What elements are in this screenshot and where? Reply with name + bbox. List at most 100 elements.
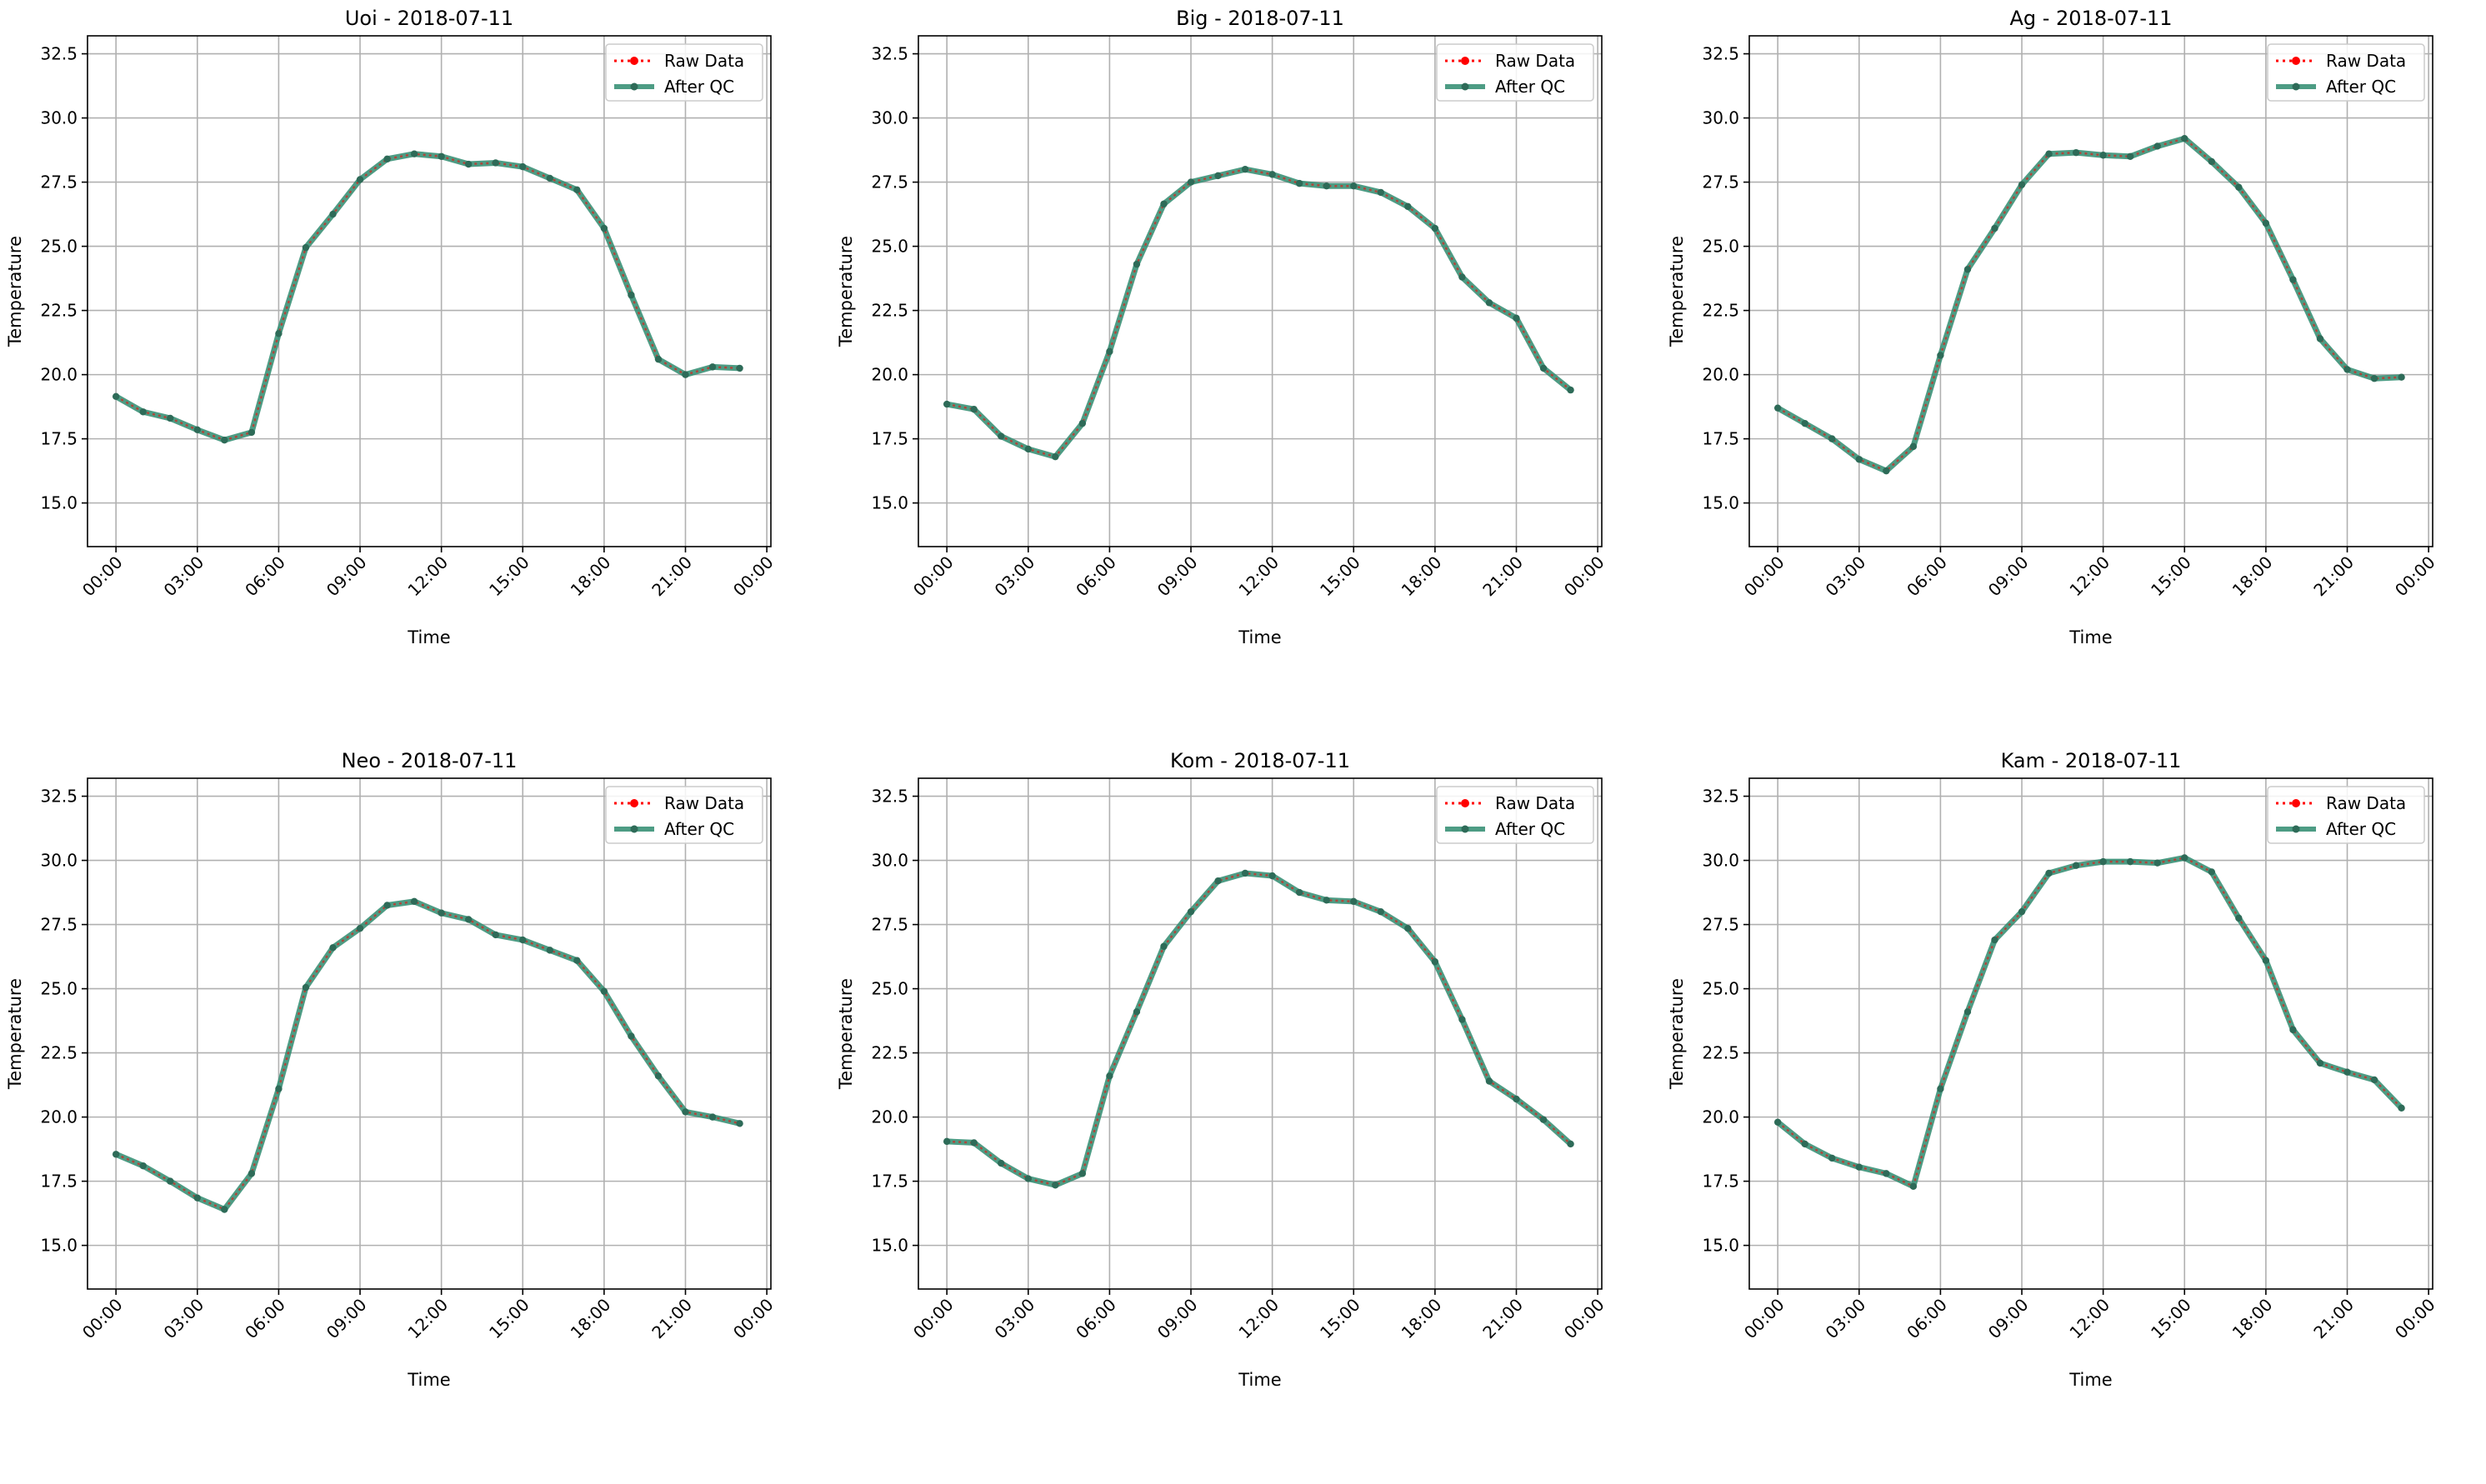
y-tick-label: 20.0 — [1702, 1107, 1739, 1127]
after-qc-point — [2235, 914, 2243, 922]
after-qc-point — [998, 1159, 1005, 1167]
after-qc-point — [2181, 854, 2188, 862]
raw-data-line — [947, 872, 1572, 1187]
y-tick-label: 32.5 — [40, 44, 78, 64]
after-qc-point — [1539, 364, 1548, 372]
after-qc-point — [1883, 467, 1890, 475]
after-qc-point — [1937, 352, 1944, 359]
after-qc-point — [2153, 142, 2161, 150]
subplot: 00:00 03:00 06:00 09:00 12:00 15:00 18:00 21:00… — [5, 7, 778, 647]
after-qc-point — [1773, 404, 1782, 412]
after-qc-point — [139, 1162, 147, 1170]
after-qc-point — [2208, 868, 2216, 876]
y-tick-label: 15.0 — [1702, 1236, 1739, 1256]
after-qc-point — [167, 414, 174, 422]
x-tick-label: 00:00 — [78, 1295, 127, 1343]
x-tick-label: 00:00 — [909, 1295, 958, 1343]
legend-label: After QC — [2326, 77, 2396, 97]
axes-frame — [1748, 35, 2433, 547]
after-qc-point — [1377, 188, 1385, 197]
x-tick-label: 18:00 — [567, 1295, 615, 1343]
after-qc-point — [275, 1085, 283, 1092]
x-tick-label: 21:00 — [2309, 1295, 2358, 1343]
after-qc-point — [654, 1072, 663, 1080]
x-tick-label: 15:00 — [485, 1295, 533, 1343]
after-qc-point — [139, 408, 147, 416]
after-qc-point — [248, 1170, 256, 1177]
y-tick-label: 17.5 — [1702, 429, 1739, 449]
x-axis-label: Time — [2068, 1370, 2112, 1390]
legend-qc-marker — [1461, 82, 1469, 91]
after-qc-point — [1458, 1016, 1466, 1023]
legend-qc-marker — [2292, 825, 2300, 833]
after-qc-point — [1828, 435, 1836, 442]
x-tick-label: 06:00 — [1903, 552, 1951, 601]
subplot: 00:00 03:00 06:00 09:00 12:00 15:00 18:00 21:00… — [836, 7, 1608, 647]
after-qc-line — [113, 898, 743, 1213]
x-tick-label: 06:00 — [1903, 1295, 1951, 1343]
y-tick-label: 17.5 — [40, 1172, 78, 1192]
y-tick-label: 32.5 — [1702, 44, 1739, 64]
legend-label: After QC — [664, 819, 734, 839]
y-tick-label: 32.5 — [1702, 787, 1739, 807]
chart-title: Neo - 2018-07-11 — [342, 749, 518, 772]
after-qc-point — [708, 1113, 717, 1121]
after-qc-point — [410, 897, 418, 906]
subplot: 00:00 03:00 06:00 09:00 12:00 15:00 18:00 21:00… — [5, 749, 778, 1390]
y-tick-label: 32.5 — [40, 787, 78, 807]
after-qc-point — [2262, 957, 2270, 964]
x-tick-label: 12:00 — [2065, 1295, 2113, 1343]
after-qc-point — [221, 436, 228, 444]
x-tick-label: 00:00 — [78, 552, 127, 601]
after-qc-line — [113, 151, 743, 443]
x-tick-label: 18:00 — [2228, 1295, 2277, 1343]
y-tick-label: 15.0 — [1702, 493, 1739, 513]
y-tick-label: 20.0 — [871, 365, 908, 385]
after-qc-point — [519, 936, 527, 944]
after-qc-point — [1295, 888, 1303, 897]
after-qc-point — [1991, 936, 1998, 944]
raw-data-line — [115, 900, 740, 1212]
after-qc-point — [464, 160, 473, 168]
after-qc-point — [1133, 260, 1141, 268]
raw-data-line — [115, 152, 740, 442]
y-tick-label: 22.5 — [40, 1043, 78, 1063]
y-tick-label: 30.0 — [40, 108, 78, 128]
after-qc-point — [573, 186, 581, 194]
after-qc-point — [1377, 907, 1385, 916]
y-axis-label: Temperature — [5, 978, 25, 1090]
after-qc-point — [193, 1194, 201, 1202]
legend-qc-marker — [1461, 825, 1469, 833]
x-tick-label: 00:00 — [729, 552, 778, 601]
after-qc-point — [998, 432, 1005, 440]
axes-frame — [918, 35, 1603, 547]
x-tick-label: 09:00 — [1984, 552, 2033, 601]
legend-qc-marker — [630, 82, 638, 91]
after-qc-point — [1963, 1008, 1972, 1016]
x-axis-label: Time — [1238, 627, 1281, 647]
x-tick-label: 09:00 — [1153, 1295, 1202, 1343]
after-qc-point — [708, 363, 717, 371]
after-qc-point — [356, 176, 364, 183]
after-qc-point — [1160, 200, 1168, 207]
legend-qc-marker — [630, 825, 638, 833]
after-qc-point — [2398, 1104, 2405, 1112]
after-qc-point — [2208, 157, 2216, 166]
x-tick-label: 15:00 — [2147, 1295, 2195, 1343]
after-qc-point — [1350, 897, 1358, 906]
after-qc-point — [546, 174, 554, 182]
after-qc-point — [1295, 179, 1303, 187]
chart-title: Uoi - 2018-07-11 — [345, 7, 513, 30]
after-qc-point — [970, 405, 978, 413]
y-tick-label: 25.0 — [40, 979, 78, 999]
legend-label: After QC — [1495, 819, 1565, 839]
y-axis-label: Temperature — [836, 236, 856, 347]
after-qc-line — [943, 870, 1574, 1188]
x-axis-label: Time — [2068, 627, 2112, 647]
x-tick-label: 00:00 — [2391, 1295, 2439, 1343]
y-axis-label: Temperature — [5, 236, 25, 347]
legend-qc-marker — [2292, 82, 2300, 91]
after-qc-point — [1323, 182, 1330, 190]
after-qc-point — [2126, 857, 2134, 866]
legend-raw-marker — [2292, 57, 2300, 65]
